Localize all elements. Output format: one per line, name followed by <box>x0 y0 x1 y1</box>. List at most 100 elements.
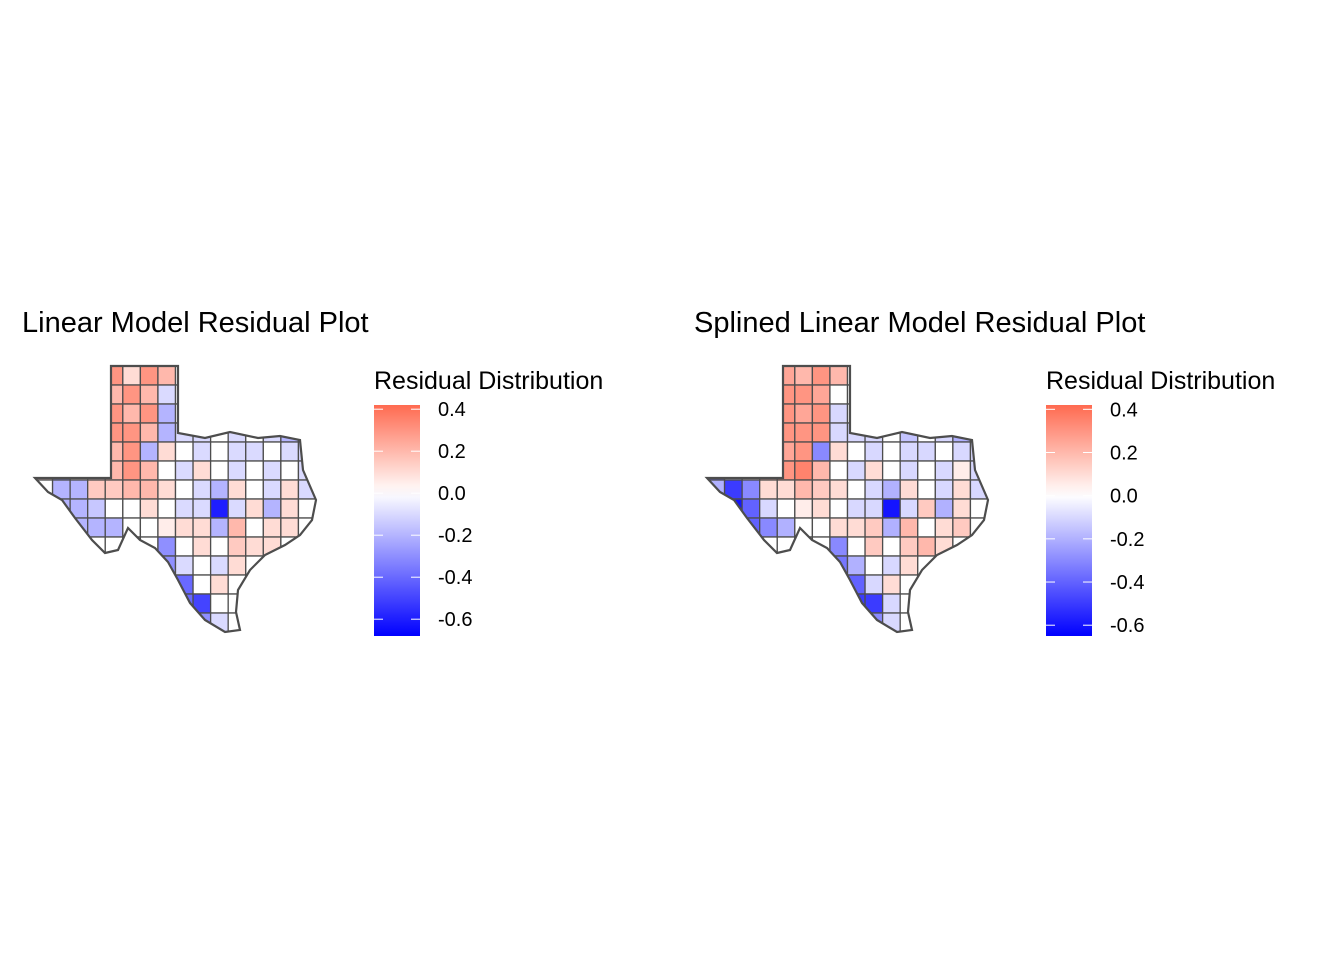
county-cell <box>952 479 972 500</box>
county-cell <box>192 422 212 443</box>
county-cell <box>51 366 71 386</box>
legend-tick-label: 0.0 <box>438 483 466 505</box>
county-cell <box>139 441 159 462</box>
county-cell <box>262 555 282 576</box>
county-cell <box>846 536 866 557</box>
county-cell <box>846 555 866 576</box>
county-cell <box>104 403 124 424</box>
county-cell <box>864 479 884 500</box>
county-cell <box>87 517 106 538</box>
county-cell <box>794 366 814 386</box>
county-cell <box>776 517 796 538</box>
county-cell <box>759 403 778 424</box>
county-cell <box>104 498 124 519</box>
county-cell <box>811 403 831 424</box>
county-cell <box>139 366 159 386</box>
county-cell <box>122 574 142 595</box>
county-cell <box>776 384 796 405</box>
county-cell <box>917 422 936 443</box>
county-cell <box>262 460 282 481</box>
county-cell <box>192 574 212 595</box>
county-cell <box>262 403 282 424</box>
county-cell <box>245 593 264 614</box>
county-cell <box>759 479 778 500</box>
county-cell <box>104 384 124 405</box>
county-cell <box>87 366 106 386</box>
county-cell <box>829 441 849 462</box>
county-cell <box>934 366 954 386</box>
county-cell <box>934 536 954 557</box>
county-cell <box>122 593 142 614</box>
county-cell <box>934 479 954 500</box>
county-cell <box>829 366 849 386</box>
county-cell <box>846 498 866 519</box>
county-cell <box>104 555 124 576</box>
county-cell <box>776 479 796 500</box>
county-cell <box>122 422 142 443</box>
county-cell <box>846 479 866 500</box>
county-cell <box>707 536 726 557</box>
county-cell <box>35 517 54 538</box>
county-cell <box>35 536 54 557</box>
county-cell <box>794 403 814 424</box>
county-cell <box>280 574 300 595</box>
county-cell <box>157 460 177 481</box>
county-cell <box>723 441 743 462</box>
county-cell <box>741 422 761 443</box>
county-cell <box>69 403 89 424</box>
county-cell <box>157 403 177 424</box>
county-cell <box>280 384 300 405</box>
county-cell <box>846 441 866 462</box>
county-cell <box>881 593 901 614</box>
county-cell <box>209 517 229 538</box>
county-cell <box>122 498 142 519</box>
county-cell <box>899 498 919 519</box>
county-cell <box>917 536 936 557</box>
county-cell <box>139 498 159 519</box>
county-cell <box>934 384 954 405</box>
county-cell <box>723 517 743 538</box>
county-cell <box>934 574 954 595</box>
county-cell <box>864 498 884 519</box>
county-cell <box>139 555 159 576</box>
county-cell <box>969 593 988 614</box>
county-cell <box>209 366 229 386</box>
county-cell <box>227 479 247 500</box>
county-cell <box>723 593 743 614</box>
legend-tick-label: 0.2 <box>438 441 466 463</box>
county-cell <box>122 366 142 386</box>
texas-map <box>32 364 318 634</box>
county-cell <box>846 612 866 632</box>
county-cell <box>69 517 89 538</box>
county-cell <box>741 517 761 538</box>
county-cell <box>245 517 264 538</box>
county-cell <box>864 422 884 443</box>
county-cell <box>174 517 194 538</box>
county-cell <box>192 479 212 500</box>
county-cell <box>87 612 106 632</box>
county-cell <box>794 479 814 500</box>
county-cell <box>280 460 300 481</box>
county-cell <box>969 536 988 557</box>
county-cell <box>157 422 177 443</box>
county-cell <box>227 498 247 519</box>
county-cell <box>280 612 300 632</box>
county-cell <box>297 366 316 386</box>
county-cell <box>51 555 71 576</box>
county-cell <box>846 460 866 481</box>
county-cell <box>811 555 831 576</box>
county-cell <box>174 536 194 557</box>
county-cell <box>139 612 159 632</box>
county-cell <box>759 441 778 462</box>
legend-tick-label: -0.2 <box>1110 529 1144 551</box>
county-cell <box>934 517 954 538</box>
county-cell <box>209 403 229 424</box>
county-cell <box>759 384 778 405</box>
county-cell <box>104 517 124 538</box>
legend-tick-label: -0.4 <box>1110 572 1144 594</box>
county-cell <box>104 366 124 386</box>
county-cell <box>811 574 831 595</box>
county-cell <box>262 479 282 500</box>
county-cell <box>759 574 778 595</box>
legend-tick-label: -0.6 <box>438 609 472 631</box>
